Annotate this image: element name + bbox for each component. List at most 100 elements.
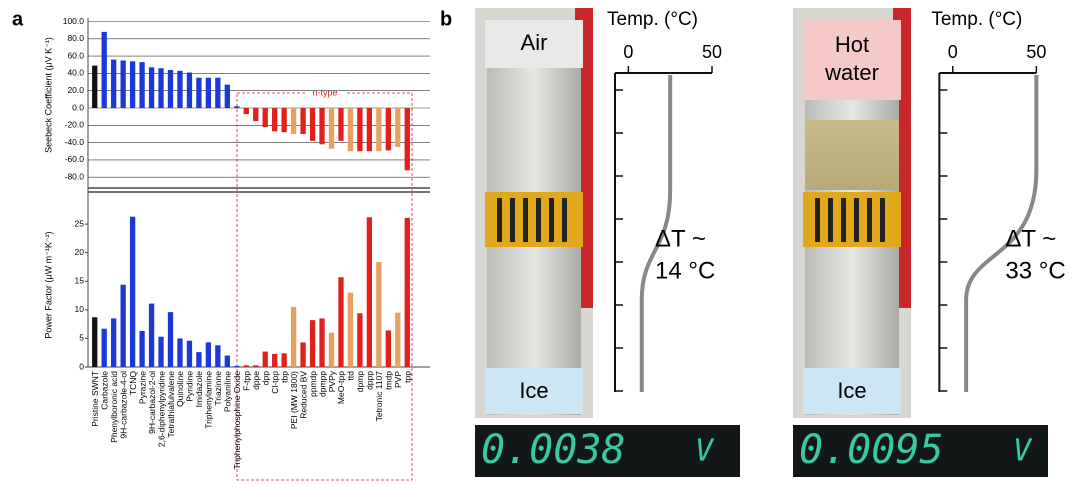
y-tick-label: -80.0 [65,171,85,181]
bar [376,108,382,152]
bar [177,70,183,108]
y-tick-label: 100.0 [63,16,85,26]
x-tick-label: Imidazole [194,371,204,408]
film-stripe [497,198,502,242]
bar [319,318,325,367]
x-tick-label: 50 [702,42,722,62]
x-tick-label: Triazinne [213,371,223,406]
meter-display [793,425,1048,477]
film-stripe [841,198,846,242]
bar [158,68,164,108]
bar [253,108,259,121]
temperature-profile [964,75,1039,392]
x-tick-label: ttd [346,371,356,381]
bar [234,365,240,367]
x-tick-label: Reduced BV [298,371,308,419]
x-tick-label: Pyridine [185,371,195,402]
y-tick-label: 0 [79,361,84,371]
y-tick-label: 0.0 [72,102,84,112]
top-label: Air [521,30,548,55]
bar [338,277,344,367]
x-tick-label: tpp [403,371,413,383]
bar [376,261,382,367]
bar [347,108,354,152]
film-stripe [510,198,515,242]
film-stripe [562,198,567,242]
bar [139,62,145,108]
y-tick-label: 20.0 [67,85,84,95]
bar [205,342,212,367]
bar [347,292,354,367]
delta-t: ΔT ~ [655,225,706,252]
bar [196,352,202,367]
x-tick-label: Pristine SWNT [90,371,100,427]
x-tick-label: Cl-tpp [270,371,280,394]
x-tick-label: TCNQ [128,371,138,395]
axis-title: Temp. (°C) [607,9,698,30]
x-tick-label: 0 [623,42,633,62]
bar [120,60,126,108]
y-tick-label: -20.0 [65,120,85,130]
x-tick-label: 9H-carbazole-4-ol [118,371,128,439]
bar [309,320,316,367]
bar [319,108,325,145]
bar [111,59,117,108]
meter-unit: V [1013,434,1033,469]
x-tick-label: Tetronic 1107 [374,371,384,422]
meter-reading: 0.0095 [799,427,944,473]
bar [357,313,363,367]
x-tick-label: Triphenylamine [204,371,214,429]
bar [338,108,344,141]
bar [272,108,278,132]
bar [357,108,363,152]
y-tick-label: -60.0 [65,154,85,164]
bar [167,312,174,367]
y-axis-title: Seebeck Coefficient (μV K⁻¹) [43,37,53,153]
film-stripe [523,198,528,242]
bar [234,106,240,108]
x-tick-label: 2,6-diphenylpyridine [156,371,166,447]
meter-reading: 0.0038 [481,427,626,473]
meter-unit: V [695,434,715,469]
annotation-bg [305,87,345,99]
bar [92,317,98,367]
bottom-label-box [803,368,901,414]
hot-water [805,120,899,190]
bar [224,355,230,367]
bar [290,307,297,367]
temperature-profile [639,75,673,392]
top-label-box [485,20,583,68]
bottom-label-box [485,368,583,414]
bar [129,216,136,367]
bar [158,336,164,367]
bar [148,67,155,108]
x-tick-label: dpmpp [317,371,327,397]
annotation: n-type [312,87,337,97]
bar [177,338,183,367]
film-stripe [867,198,872,242]
bottom-label: Ice [519,378,548,403]
film-stripe [828,198,833,242]
y-tick-label: 10 [75,304,85,314]
top-label-box [803,20,901,100]
bar [196,77,202,108]
meter-display [475,425,740,477]
y-tick-label: 60.0 [67,50,84,60]
bar [300,342,306,367]
x-tick-label: Quinoline [175,371,185,407]
bar [101,328,107,367]
y-tick-label: -40.0 [65,137,85,147]
bar [262,108,268,128]
x-tick-label: Tetrathiafulvalene [166,371,176,438]
bar [243,365,249,367]
bar [366,217,373,367]
delta-t: 14 °C [655,257,715,284]
bar [205,77,212,108]
bar [395,312,401,367]
y-tick-label: 15 [75,276,85,286]
bar [290,108,297,134]
bar [215,77,221,108]
bar [385,108,391,151]
x-tick-label: 9H-carbazol-2-ol [147,371,157,434]
